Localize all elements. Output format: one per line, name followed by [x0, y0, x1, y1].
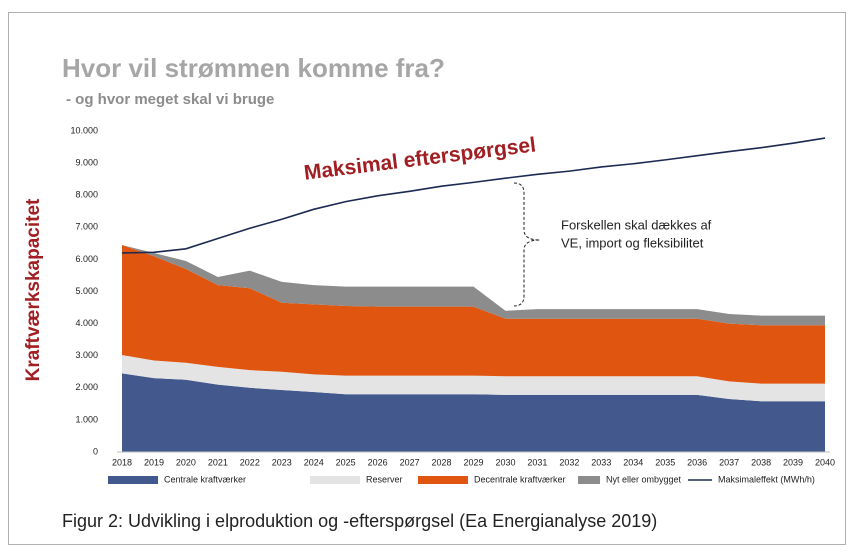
brace	[513, 182, 541, 307]
x-tick-label: 2040	[815, 457, 835, 467]
legend-label: Reserver	[366, 474, 403, 484]
chart-subtitle: - og hvor meget skal vi bruge	[66, 91, 274, 108]
y-tick-label: 6.000	[75, 254, 98, 264]
y-tick-label: 9.000	[75, 157, 98, 167]
chart-title: Hvor vil strømmen komme fra?	[62, 53, 445, 83]
x-tick-label: 2035	[655, 457, 675, 467]
caption: Figur 2: Udvikling i elproduktion og -ef…	[62, 511, 657, 531]
x-tick-label: 2037	[719, 457, 739, 467]
x-tick-label: 2019	[144, 457, 164, 467]
x-tick-label: 2026	[368, 457, 388, 467]
y-tick-label: 5.000	[75, 286, 98, 296]
x-tick-label: 2036	[687, 457, 707, 467]
legend-label: Centrale kraftværker	[164, 474, 246, 484]
x-tick-label: 2021	[208, 457, 228, 467]
x-tick-label: 2027	[400, 457, 420, 467]
y-tick-label: 4.000	[75, 318, 98, 328]
x-tick-label: 2030	[495, 457, 515, 467]
x-tick-label: 2032	[559, 457, 579, 467]
y-axis-label: Kraftværkskapacitet	[23, 198, 44, 381]
x-tick-label: 2025	[336, 457, 356, 467]
y-tick-label: 0	[93, 446, 98, 456]
y-tick-label: 8.000	[75, 190, 98, 200]
area	[122, 244, 825, 384]
legend-swatch	[418, 476, 468, 484]
x-tick-label: 2024	[304, 457, 324, 467]
x-tick-label: 2034	[623, 457, 643, 467]
legend-swatch	[108, 476, 158, 484]
x-tick-label: 2038	[751, 457, 771, 467]
x-tick-label: 2029	[463, 457, 483, 467]
x-tick-label: 2022	[240, 457, 260, 467]
area	[122, 373, 825, 452]
x-tick-label: 2028	[432, 457, 452, 467]
x-tick-label: 2039	[783, 457, 803, 467]
y-tick-label: 1.000	[75, 414, 98, 424]
line	[121, 137, 826, 254]
legend-label: Maksimaleffekt (MWh/h)	[718, 474, 815, 484]
legend-swatch	[578, 476, 600, 484]
annotation-note: Forskellen skal dækkes af	[561, 217, 712, 232]
x-tick-label: 2031	[527, 457, 547, 467]
legend-swatch	[310, 476, 360, 484]
legend-label: Nyt eller ombygget	[606, 474, 682, 484]
x-tick-label: 2033	[591, 457, 611, 467]
x-tick-label: 2023	[272, 457, 292, 467]
legend-label: Decentrale kraftværker	[474, 474, 566, 484]
y-tick-label: 3.000	[75, 350, 98, 360]
x-tick-label: 2018	[112, 457, 132, 467]
y-tick-label: 10.000	[70, 125, 98, 135]
area	[122, 355, 825, 402]
annotation-note: VE, import og fleksibilitet	[561, 235, 704, 250]
y-tick-label: 2.000	[75, 382, 98, 392]
y-tick-label: 7.000	[75, 222, 98, 232]
x-tick-label: 2020	[176, 457, 196, 467]
area	[122, 244, 825, 326]
